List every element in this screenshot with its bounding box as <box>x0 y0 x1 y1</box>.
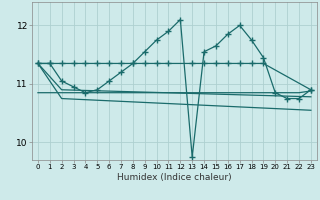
X-axis label: Humidex (Indice chaleur): Humidex (Indice chaleur) <box>117 173 232 182</box>
